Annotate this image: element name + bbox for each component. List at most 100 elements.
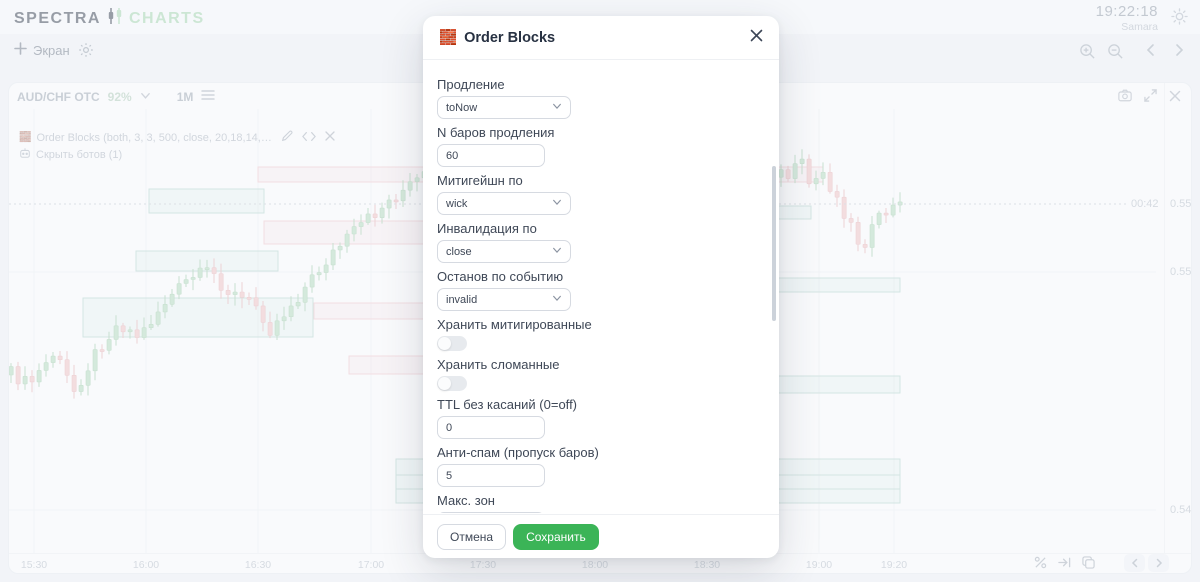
candle-body [897,201,903,206]
form-field: Останов по событию invalid [437,269,765,311]
input-value: 0 [446,421,453,434]
toggle-switch-off[interactable] [437,336,467,351]
select-close[interactable]: close [437,240,571,263]
time-axis-label: 18:00 [581,559,609,571]
select-value: toNow [446,101,478,114]
payout-percent: 92% [107,89,132,104]
prev-screen-chevron-icon[interactable] [1144,43,1158,62]
candle-body [169,293,175,305]
candle-body [876,212,882,225]
scroll-chart-right-button[interactable] [1148,554,1169,572]
candle-body [246,297,252,300]
candle-body [211,267,217,274]
symbol-name[interactable]: AUD/CHF OTC [17,89,100,104]
timeframe-selector[interactable]: 1M [176,89,194,104]
zoom-in-icon[interactable] [1079,43,1096,65]
settings-gear-icon[interactable] [78,42,94,63]
candle-body [43,362,49,371]
candle-body [162,303,168,313]
time-axis-label: 15:30 [20,559,48,571]
candle-body [848,218,854,223]
candle-body [239,291,245,298]
dialog-footer: Отмена Сохранить [423,514,779,558]
candle-body [414,177,420,182]
candle-body [806,158,812,185]
snapshot-camera-icon[interactable] [1118,89,1132,107]
dialog-scrollbar[interactable] [772,166,776,321]
fullscreen-expand-icon[interactable] [1144,89,1157,107]
candle-body [330,249,336,266]
candle-body [267,322,273,336]
candle-body [120,325,126,333]
candle-body [358,222,364,227]
symbol-chevron-down-icon[interactable] [140,90,151,104]
zoom-out-icon[interactable] [1107,43,1124,65]
candle-body [834,191,840,198]
toggle-knob [438,377,451,390]
candle-body [281,316,287,322]
theme-toggle-sun-icon[interactable] [1171,8,1188,30]
dialog-title: Order Blocks [464,29,556,46]
number-input[interactable]: 5 [437,464,545,487]
candle-body [9,366,14,376]
form-field: Продление toNow [437,77,765,119]
select-wick[interactable]: wick [437,192,571,215]
time-axis-label: 18:30 [693,559,721,571]
candle-body [400,189,406,202]
candle-body [274,320,280,336]
candle-body [148,324,154,329]
candle-body [36,370,42,383]
form-field: Макс. зон 20 [437,493,765,513]
select-toNow[interactable]: toNow [437,96,571,119]
candle-body [106,339,112,351]
form-field: Митигейшн по wick [437,173,765,215]
select-value: invalid [446,293,478,306]
add-screen-button[interactable]: Экран [14,42,70,58]
candle-body [309,274,315,288]
indicator-legend: 🧱 Order Blocks (both, 3, 3, 500, close, … [19,129,335,163]
candle-body [141,327,147,338]
chevron-down-icon [552,245,562,258]
remove-indicator-icon[interactable] [325,131,335,144]
dialog-close-icon[interactable] [750,29,763,46]
scroll-chart-left-button[interactable] [1124,554,1145,572]
next-screen-chevron-icon[interactable] [1172,43,1186,62]
price-axis-label: 0.54 [1170,504,1192,516]
field-label: Останов по событию [437,269,564,284]
number-input[interactable]: 60 [437,144,545,167]
field-label: Митигейшн по [437,173,523,188]
candle-countdown-timer: 00:42 [1131,198,1159,210]
order-blocks-indicator-icon: 🧱 [19,132,32,143]
candle-body [288,305,294,318]
code-indicator-icon[interactable] [301,131,316,145]
field-label: N баров продления [437,125,555,140]
number-input[interactable]: 20 [437,512,545,513]
save-button[interactable]: Сохранить [513,523,599,550]
toolbar: Экран [0,34,1200,72]
toggle-switch-off[interactable] [437,376,467,391]
candle-body [71,375,77,392]
edit-indicator-pencil-icon[interactable] [281,130,293,145]
indicators-menu-icon[interactable] [201,89,216,104]
form-field: Анти-спам (пропуск баров) 5 [437,445,765,487]
number-input[interactable]: 0 [437,416,545,439]
close-chart-icon[interactable] [1169,89,1181,107]
candle-body [827,171,833,192]
field-label: TTL без касаний (0=off) [437,397,578,412]
cancel-button[interactable]: Отмена [437,523,507,550]
candle-body [197,267,203,278]
form-field: Хранить митигированные [437,317,765,351]
field-label: Инвалидация по [437,221,537,236]
percent-scale-icon[interactable] [1034,556,1047,573]
candle-body [218,273,224,291]
plus-icon [14,42,27,58]
bot-icon [19,147,31,162]
candle-body [22,375,28,385]
candle-body [78,384,84,392]
hide-bots-toggle[interactable]: Скрыть ботов (1) [36,148,123,161]
candle-body [134,329,140,338]
copy-chart-icon[interactable] [1082,556,1095,573]
go-to-realtime-icon[interactable] [1058,556,1071,573]
select-invalid[interactable]: invalid [437,288,571,311]
field-label: Анти-спам (пропуск баров) [437,445,599,460]
